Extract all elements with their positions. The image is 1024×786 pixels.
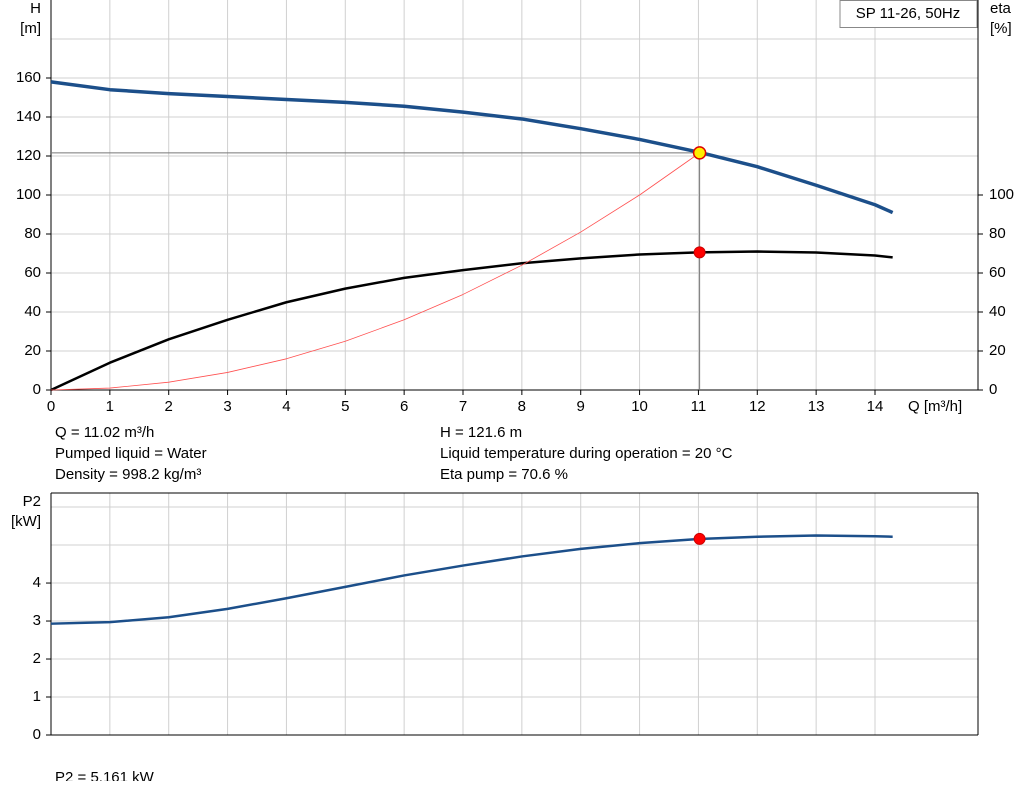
- info-text: Liquid temperature during operation = 20…: [440, 445, 733, 462]
- x-axis-label: Q [m³/h]: [908, 398, 962, 415]
- info-text: Q = 11.02 m³/h: [55, 424, 154, 441]
- x-tick-label: 6: [400, 398, 408, 415]
- x-tick-label: 4: [282, 398, 290, 415]
- y-tick-label: 0: [33, 726, 41, 743]
- y-tick-label: 20: [24, 342, 41, 359]
- y-tick-label: 4: [33, 574, 41, 591]
- model-box: [839, 0, 978, 28]
- y2-axis-label: eta: [990, 0, 1012, 17]
- y-axis-label: [m]: [20, 20, 41, 37]
- info-text: Pumped liquid = Water: [55, 445, 207, 462]
- y2-tick-label: 20: [989, 342, 1006, 359]
- y-tick-label: 60: [24, 264, 41, 281]
- y2-tick-label: 100: [989, 186, 1014, 203]
- x-tick-label: 0: [47, 398, 55, 415]
- y2-tick-label: 40: [989, 303, 1006, 320]
- y-tick-label: 2: [33, 650, 41, 667]
- y-tick-label: 120: [16, 147, 41, 164]
- curve: [50, 152, 700, 391]
- x-tick-label: 9: [577, 398, 585, 415]
- y2-tick-label: 60: [989, 264, 1006, 281]
- duty-h-point: [692, 146, 707, 160]
- y-tick-label: 3: [33, 612, 41, 629]
- duty-eta-point: [693, 246, 706, 259]
- x-tick-label: 2: [165, 398, 173, 415]
- curve: [50, 250, 893, 392]
- y-tick-label: 1: [33, 688, 41, 705]
- x-tick-label: 3: [223, 398, 231, 415]
- x-tick-label: 10: [631, 398, 648, 415]
- curve: [50, 80, 894, 215]
- y2-tick-label: 0: [989, 381, 997, 398]
- x-tick-label: 14: [867, 398, 884, 415]
- model-label: SP 11-26, 50Hz: [856, 5, 961, 22]
- duty-p2-point: [693, 532, 706, 545]
- y-axis-label: [kW]: [11, 513, 41, 530]
- y-axis-label: P2: [23, 493, 41, 510]
- info-text: Eta pump = 70.6 %: [440, 466, 568, 483]
- y2-axis-label: [%]: [990, 20, 1012, 37]
- y-tick-label: 40: [24, 303, 41, 320]
- info-text: P2 = 5.161 kW: [55, 769, 155, 781]
- curve: [50, 534, 893, 625]
- x-tick-label: 13: [808, 398, 825, 415]
- info-text: H = 121.6 m: [440, 424, 522, 441]
- x-tick-label: 8: [518, 398, 526, 415]
- x-tick-label: 12: [749, 398, 766, 415]
- y-tick-label: 160: [16, 69, 41, 86]
- y-tick-label: 100: [16, 186, 41, 203]
- x-tick-label: 5: [341, 398, 349, 415]
- y-tick-label: 0: [33, 381, 41, 398]
- x-tick-label: 7: [459, 398, 467, 415]
- y-tick-label: 140: [16, 108, 41, 125]
- x-tick-label: 1: [106, 398, 114, 415]
- info-text: Density = 998.2 kg/m³: [55, 466, 201, 483]
- y-axis-label: H: [30, 0, 41, 17]
- x-tick-label: 11: [691, 398, 707, 415]
- y-tick-label: 80: [24, 225, 41, 242]
- y2-tick-label: 80: [989, 225, 1006, 242]
